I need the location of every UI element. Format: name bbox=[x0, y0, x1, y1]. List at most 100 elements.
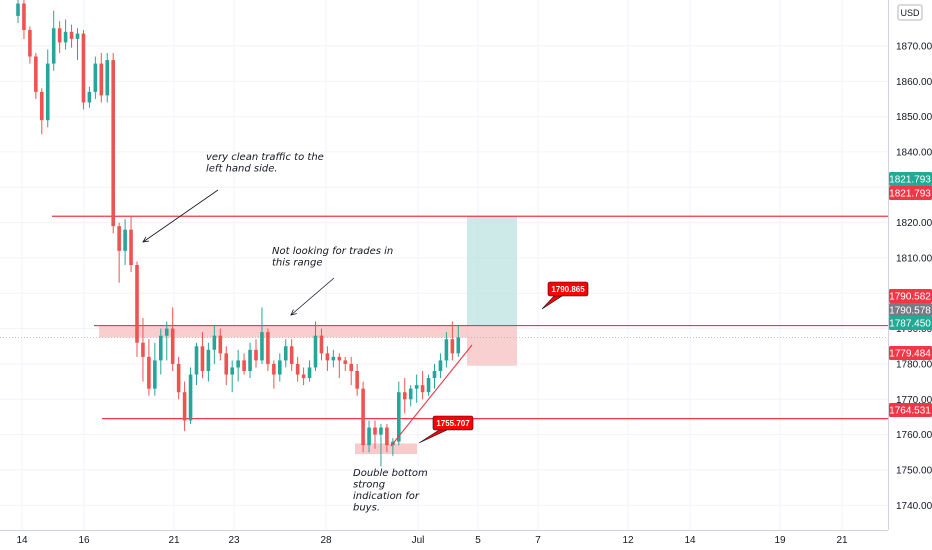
time-tick-label: Jul bbox=[412, 535, 425, 546]
annotation-line: Double bottom bbox=[353, 468, 428, 479]
candle-body bbox=[159, 335, 163, 361]
resistance-zone[interactable] bbox=[99, 325, 469, 338]
time-tick-label: 14 bbox=[16, 535, 28, 546]
price-tick-label: 1870.000 bbox=[896, 41, 932, 52]
candle-body bbox=[194, 346, 199, 375]
price-tick-label: 1810.000 bbox=[896, 253, 932, 264]
currency-tag[interactable]: USD bbox=[897, 4, 923, 21]
candle-body bbox=[75, 33, 80, 39]
candle-body bbox=[260, 332, 264, 361]
annotation-text[interactable]: Double bottom strong indication for buys. bbox=[353, 468, 428, 514]
time-tick-label: 16 bbox=[78, 535, 90, 546]
candle-body bbox=[123, 229, 127, 251]
drawings[interactable]: 1790.865 1755.707 bbox=[142, 189, 589, 447]
annotations[interactable]: very clean traffic to the left hand side.… bbox=[206, 152, 428, 514]
price-tick-label: 1840.000 bbox=[896, 147, 932, 158]
callout-box bbox=[547, 281, 589, 297]
candle-body bbox=[51, 28, 56, 64]
price-tick-label: 1780.000 bbox=[896, 359, 932, 370]
price-badge: 1821.793 bbox=[889, 172, 932, 186]
candle-body bbox=[367, 427, 371, 446]
price-badge: 1764.531 bbox=[889, 403, 932, 417]
price-badge: 1821.793 bbox=[889, 186, 932, 200]
candle-body bbox=[289, 346, 294, 364]
time-tick-label: 12 bbox=[622, 535, 634, 546]
price-tick-label: 1850.000 bbox=[896, 112, 932, 123]
candle-body bbox=[272, 363, 276, 375]
candle-body bbox=[397, 392, 401, 442]
time-tick-label: 19 bbox=[774, 535, 786, 546]
candlesticks bbox=[16, 0, 461, 467]
candle-body bbox=[200, 346, 205, 371]
candle-body bbox=[402, 392, 407, 400]
price-badge-bg bbox=[889, 316, 932, 330]
candle-body bbox=[63, 31, 68, 43]
candle-body bbox=[230, 367, 234, 375]
candle-body bbox=[355, 371, 359, 389]
candle-body bbox=[182, 392, 187, 421]
horizontal-levels[interactable] bbox=[0, 215, 888, 420]
annotation-line: indication for bbox=[353, 491, 420, 502]
double-bottom-zone[interactable] bbox=[355, 443, 417, 455]
price-tick-label: 1770.000 bbox=[896, 395, 932, 406]
candle-body bbox=[319, 335, 324, 354]
time-tick-label: 14 bbox=[684, 535, 696, 546]
candle-body bbox=[283, 346, 288, 361]
price-tick-label: 1750.000 bbox=[896, 465, 932, 476]
candle-body bbox=[206, 349, 211, 371]
candle-body bbox=[212, 335, 217, 350]
price-badge: 1790.582 bbox=[889, 289, 932, 303]
candle-body bbox=[266, 332, 270, 364]
target-zone[interactable] bbox=[467, 216, 517, 326]
callout-label: 1790.865 bbox=[551, 285, 585, 294]
candle-body bbox=[343, 360, 348, 364]
ascending-trendline[interactable] bbox=[390, 344, 473, 447]
time-tick-label: 21 bbox=[836, 535, 848, 546]
candle-body bbox=[254, 349, 258, 361]
time-tick-label: 28 bbox=[320, 535, 332, 546]
candle-body bbox=[34, 56, 38, 92]
price-tick-label: 1820.000 bbox=[896, 218, 932, 229]
annotation-arrow-traffic[interactable] bbox=[142, 189, 219, 243]
price-badge-label: 1821.793 bbox=[889, 175, 931, 186]
candle-body bbox=[438, 360, 443, 371]
stop-zone[interactable] bbox=[467, 325, 517, 366]
candle-body bbox=[408, 388, 413, 400]
candle-body bbox=[81, 33, 86, 103]
candle-body bbox=[141, 342, 145, 357]
annotation-arrow-range[interactable] bbox=[290, 277, 335, 316]
candle-body bbox=[432, 371, 437, 379]
time-tick-label: 5 bbox=[475, 535, 481, 546]
candle-body bbox=[111, 60, 115, 227]
price-badge: 1790.578 bbox=[889, 303, 932, 317]
annotation-text[interactable]: Not looking for trades in this range bbox=[272, 246, 393, 269]
candle-body bbox=[295, 363, 300, 375]
time-tick-label: 7 bbox=[535, 535, 541, 546]
candle-body bbox=[385, 427, 389, 446]
price-badge-label: 1787.450 bbox=[889, 319, 931, 330]
price-callout[interactable]: 1755.707 bbox=[418, 415, 474, 444]
candle-body bbox=[57, 28, 62, 43]
annotation-line: left hand side. bbox=[206, 164, 278, 175]
candle-body bbox=[147, 356, 151, 389]
candle-body bbox=[420, 385, 425, 393]
candle-body bbox=[87, 91, 92, 103]
annotation-line: very clean traffic to the bbox=[206, 152, 324, 163]
candle-body bbox=[135, 265, 139, 343]
candle-body bbox=[242, 360, 246, 371]
time-axis[interactable]: 14 16 21 23 28 Jul 5 7 12 14 19 21 bbox=[16, 535, 848, 546]
price-callout[interactable]: 1790.865 bbox=[541, 281, 589, 310]
price-badge: 1787.450 bbox=[889, 316, 932, 330]
candle-body bbox=[325, 353, 330, 361]
zones bbox=[99, 216, 517, 455]
candle-body bbox=[117, 226, 121, 251]
candle-body bbox=[248, 349, 252, 371]
candle-body bbox=[337, 356, 342, 361]
candle-body bbox=[313, 335, 318, 368]
candle-body bbox=[28, 30, 32, 57]
candle-body bbox=[426, 378, 431, 393]
annotation-arrow-range-head bbox=[290, 309, 297, 316]
price-badge-label: 1779.484 bbox=[889, 349, 931, 360]
annotation-text[interactable]: very clean traffic to the left hand side. bbox=[206, 152, 324, 175]
